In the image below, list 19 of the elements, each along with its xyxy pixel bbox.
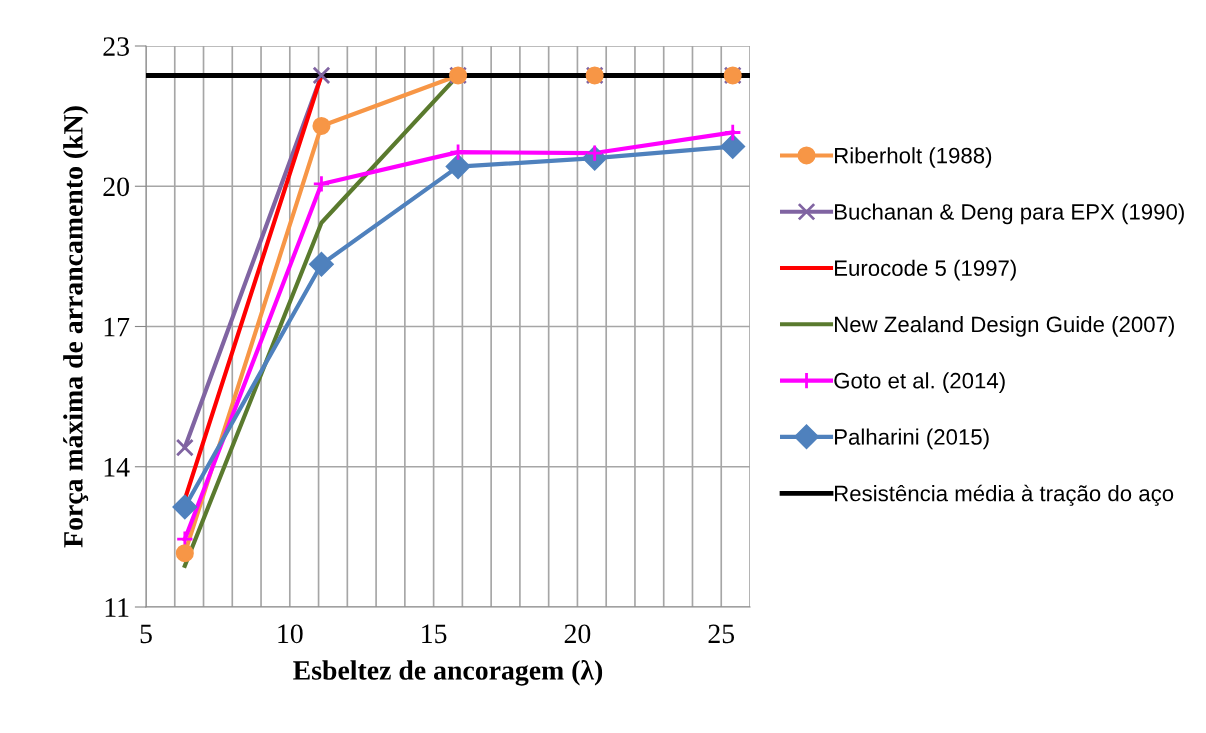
y-tick-label: 11 [105,598,129,617]
legend-label: New Zealand Design Guide (2007) [835,315,1174,337]
y-tick-label: 17 [104,317,130,337]
legend-label: Eurocode 5 (1997) [835,259,1016,281]
y-tick-label: 23 [103,37,129,56]
x-tick-label: 5 [140,624,152,644]
y-axis-title: Força máxima de arrancamento (kN) [63,106,89,548]
legend-label: Palharini (2015) [835,428,989,450]
y-tick-label: 20 [103,177,129,197]
x-axis-title: Esbeltez de ancoragem (λ) [293,659,603,686]
legend-label: Goto et al. (2014) [834,372,1005,393]
legend-label: Riberholt (1988) [835,147,992,168]
legend-label: Buchanan & Deng para EPX (1990) [835,203,1184,225]
x-tick-label: 10 [278,624,303,644]
y-tick-label: 14 [104,458,130,477]
x-tick-label: 25 [708,624,735,644]
x-tick-label: 20 [564,624,591,644]
x-tick-label: 15 [422,624,447,644]
legend-label: Resistência média à tração do aço [835,484,1174,506]
